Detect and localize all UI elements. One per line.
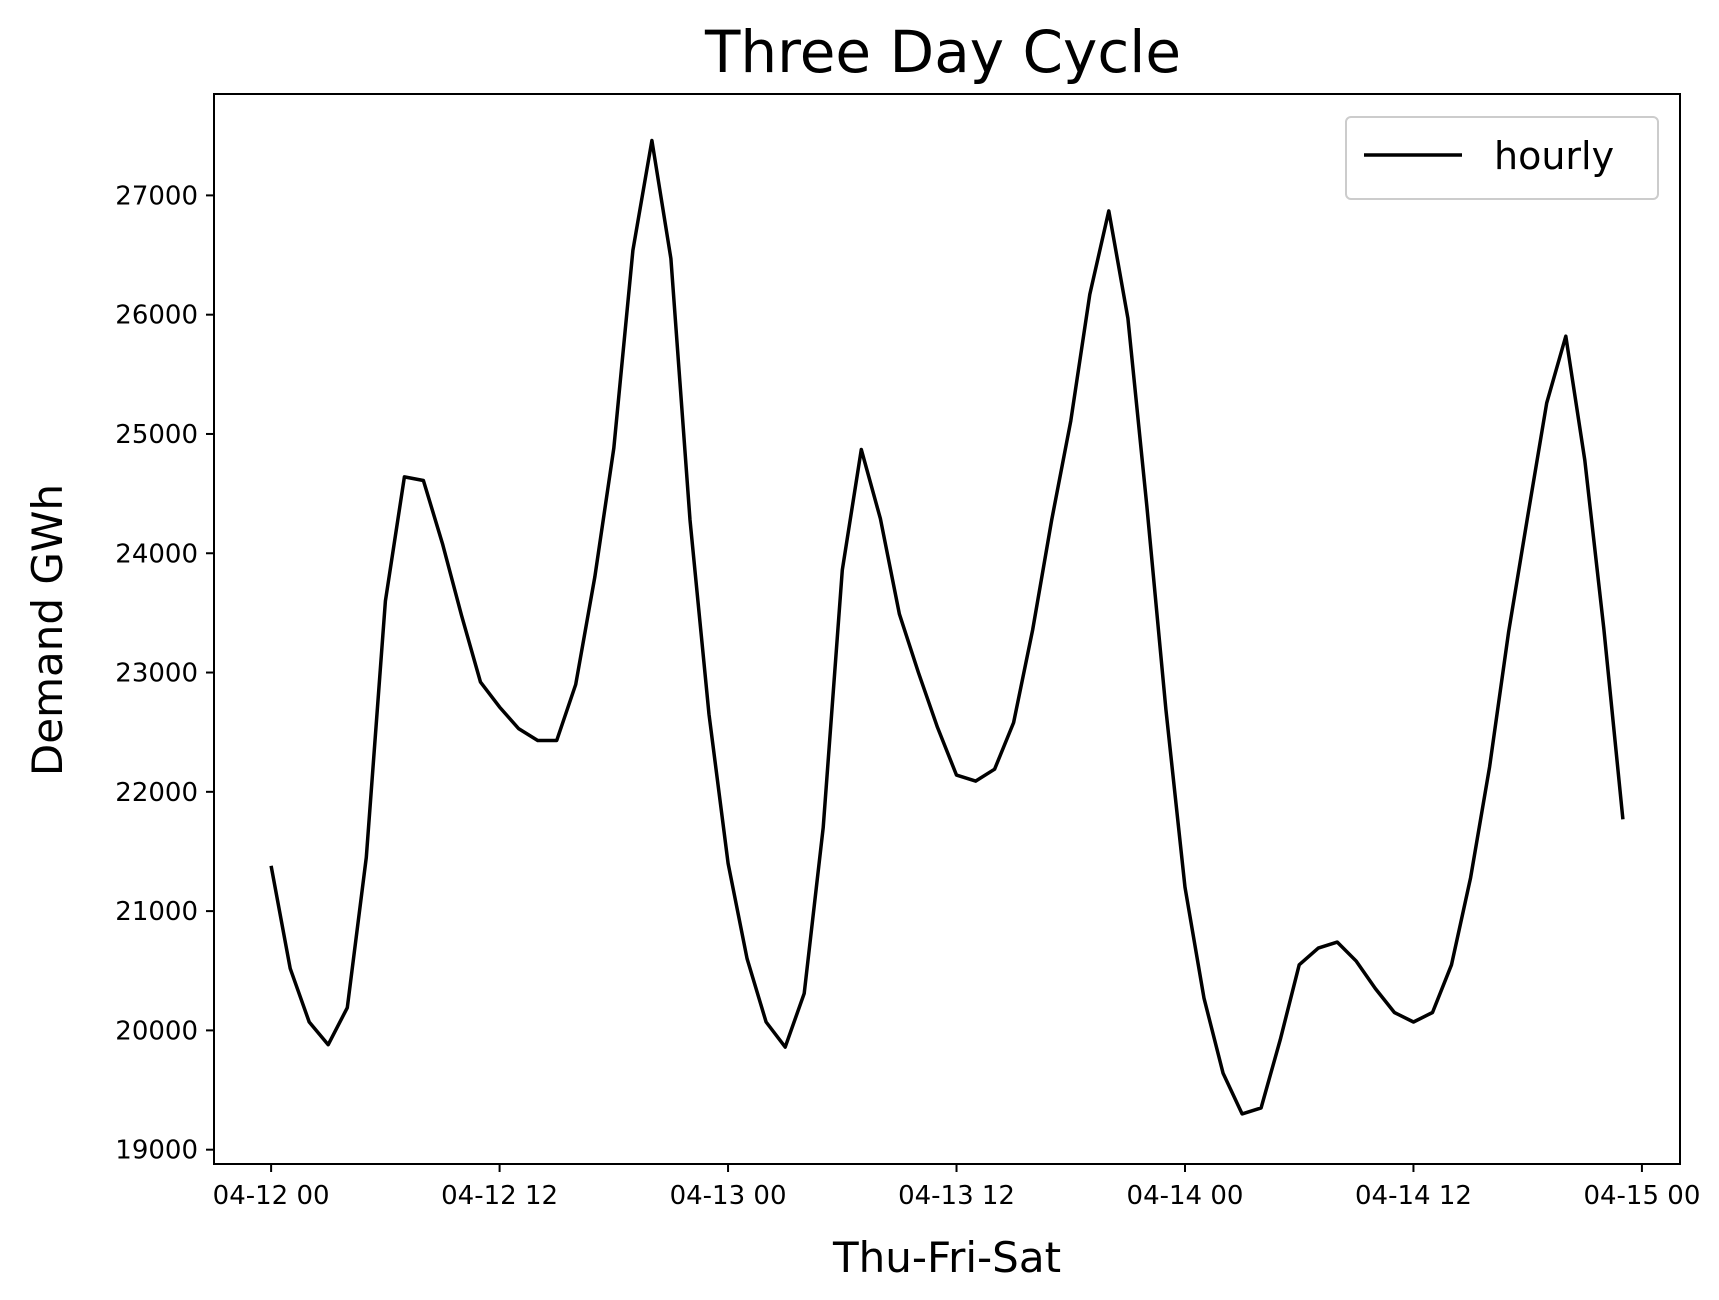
y-tick-label: 27000 xyxy=(115,181,198,211)
y-tick-label: 23000 xyxy=(115,659,198,689)
y-axis-title: Demand GWh xyxy=(23,484,72,776)
y-tick-label: 20000 xyxy=(115,1016,198,1046)
x-axis-title: Thu-Fri-Sat xyxy=(832,1233,1061,1282)
legend: hourly xyxy=(1345,116,1659,200)
x-tick-label: 04-12 12 xyxy=(441,1181,558,1211)
y-axis: 19000 20000 21000 22000 23000 24000 25000 26000… xyxy=(115,181,214,1166)
x-tick-label: 04-14 12 xyxy=(1355,1181,1472,1211)
y-tick-label: 24000 xyxy=(115,539,198,569)
x-tick-label: 04-13 00 xyxy=(670,1181,787,1211)
y-tick-label: 25000 xyxy=(115,420,198,450)
chart-title: Three Day Cycle xyxy=(704,18,1181,86)
plot-frame xyxy=(213,93,1681,1165)
legend-frame xyxy=(1345,116,1659,200)
y-tick-label: 21000 xyxy=(115,897,198,927)
legend-label-hourly: hourly xyxy=(1494,134,1614,178)
x-axis: 04-12 00 04-12 12 04-13 00 04-13 12 04-14 00… xyxy=(213,1164,1700,1211)
y-tick-label: 22000 xyxy=(115,778,198,808)
x-tick-label: 04-13 12 xyxy=(898,1181,1015,1211)
x-tick-label: 04-14 00 xyxy=(1127,1181,1244,1211)
x-tick-label: 04-15 00 xyxy=(1583,1181,1700,1211)
y-tick-label: 19000 xyxy=(115,1136,198,1166)
x-tick-label: 04-12 00 xyxy=(213,1181,330,1211)
plot-area xyxy=(269,138,1625,1116)
series-line-hourly xyxy=(269,138,1625,1116)
y-tick-label: 26000 xyxy=(115,301,198,331)
